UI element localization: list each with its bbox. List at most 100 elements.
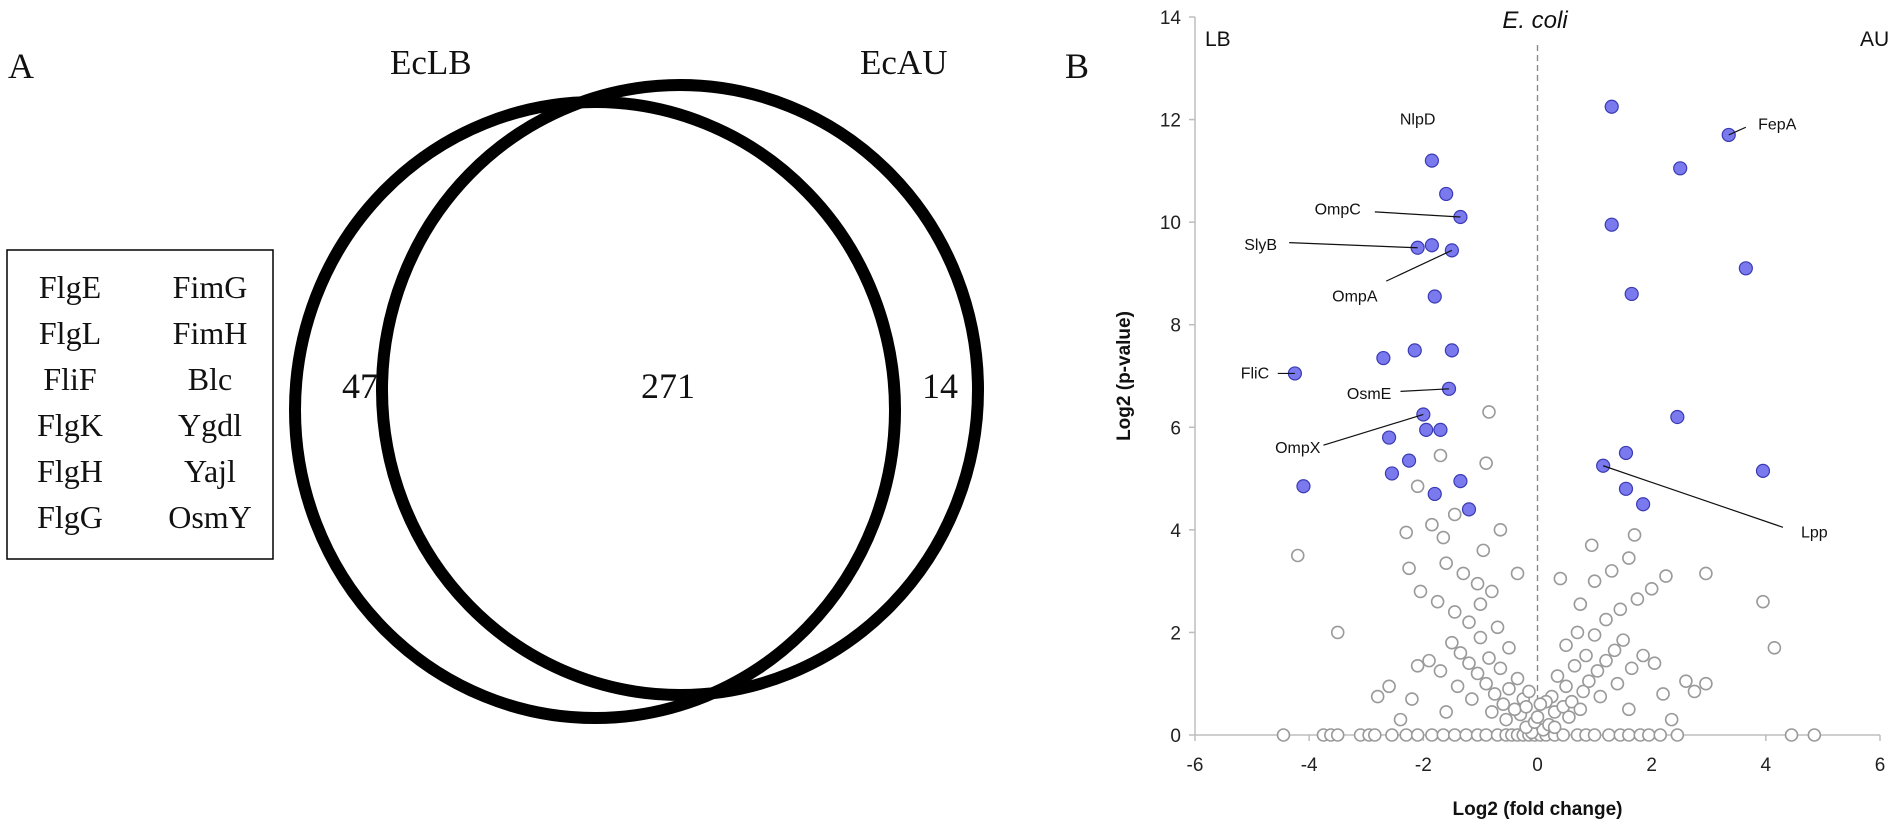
annotation-leader-line <box>1374 211 1461 218</box>
annotation-label: OsmE <box>1347 386 1391 403</box>
data-point-not-significant <box>1499 712 1513 727</box>
data-point-significant <box>1427 486 1442 502</box>
data-point-not-significant <box>1502 641 1516 655</box>
data-point-not-significant <box>1447 605 1462 619</box>
data-point-not-significant <box>1807 728 1822 742</box>
gene-list: FlgE FimG FlgL FimH FliF Blc FlgK Ygdl FlgH Yajl F… <box>37 269 252 535</box>
data-point-not-significant <box>1276 728 1291 742</box>
data-point-significant <box>1618 481 1634 496</box>
data-point-not-significant <box>1439 705 1453 719</box>
data-point-not-significant <box>1622 728 1636 742</box>
gene-list-item: FimH <box>173 315 248 351</box>
data-point-not-significant <box>1493 661 1508 676</box>
x-tick-label: 2 <box>1646 755 1657 776</box>
data-point-not-significant <box>1485 705 1499 719</box>
data-point-not-significant <box>1385 728 1399 742</box>
data-point-not-significant <box>1664 712 1679 727</box>
data-point-not-significant <box>1399 525 1414 540</box>
x-tick-label: -4 <box>1301 755 1318 776</box>
annotation-label: OmpX <box>1275 440 1321 457</box>
data-point-not-significant <box>1462 656 1476 671</box>
data-point-significant <box>1738 261 1753 276</box>
data-point-not-significant <box>1627 528 1642 542</box>
gene-list-item: OsmY <box>168 499 252 535</box>
data-point-not-significant <box>1756 594 1770 609</box>
data-point-not-significant <box>1670 728 1685 742</box>
annotation-label: NlpD <box>1400 112 1436 129</box>
annotation-label: FliC <box>1241 365 1269 382</box>
y-axis-title: Log2 (p-value) <box>1114 311 1135 441</box>
data-point-significant <box>1461 502 1477 517</box>
data-point-not-significant <box>1382 679 1396 694</box>
data-point-not-significant <box>1485 584 1499 599</box>
data-point-not-significant <box>1556 728 1570 742</box>
annotation-label: FepA <box>1758 117 1797 134</box>
data-point-not-significant <box>1410 658 1425 673</box>
data-point-not-significant <box>1465 692 1479 706</box>
data-point-not-significant <box>1425 728 1439 742</box>
data-point-significant <box>1636 497 1651 512</box>
data-point-not-significant <box>1462 615 1476 629</box>
data-point-not-significant <box>1479 676 1493 691</box>
data-point-significant <box>1424 153 1439 168</box>
data-point-not-significant <box>1453 646 1468 660</box>
gene-list-item: FlgK <box>37 407 103 443</box>
gene-list-box <box>6 249 274 560</box>
x-tick-label: 0 <box>1532 755 1543 776</box>
data-point-not-significant <box>1479 456 1493 470</box>
data-point-not-significant <box>1510 671 1525 686</box>
data-point-not-significant <box>1576 684 1590 699</box>
data-point-not-significant <box>1653 728 1668 742</box>
data-point-not-significant <box>1616 633 1630 647</box>
corner-label-lb: LB <box>1205 28 1231 51</box>
data-point-not-significant <box>1604 564 1619 578</box>
data-point-not-significant <box>1587 628 1602 642</box>
data-point-significant <box>1433 422 1448 437</box>
data-point-not-significant <box>1473 597 1488 612</box>
data-point-not-significant <box>1659 569 1673 583</box>
data-point-significant <box>1439 186 1454 202</box>
venn-right-set-label: EcAU <box>860 43 947 82</box>
data-point-not-significant <box>1433 448 1448 463</box>
gene-list-item: FliF <box>43 361 96 397</box>
data-point-not-significant <box>1410 479 1425 494</box>
data-point-significant <box>1618 445 1634 461</box>
data-point-not-significant <box>1647 656 1662 671</box>
data-point-not-significant <box>1490 620 1505 635</box>
x-tick-label: -6 <box>1187 755 1204 776</box>
data-point-significant <box>1453 474 1468 489</box>
data-point-not-significant <box>1630 592 1645 606</box>
data-point-not-significant <box>1584 538 1599 553</box>
data-point-significant <box>1376 350 1391 366</box>
data-point-not-significant <box>1599 612 1613 627</box>
annotation-leader-line <box>1289 242 1418 249</box>
gene-list-item: FlgE <box>39 269 101 305</box>
data-point-not-significant <box>1393 712 1408 727</box>
venn-left-set-label: EcLB <box>390 43 472 82</box>
gene-list-item: Yajl <box>184 453 236 489</box>
data-point-not-significant <box>1570 625 1585 640</box>
data-point-not-significant <box>1402 561 1416 576</box>
venn-count-left-only: 47 <box>342 366 378 406</box>
y-tick-label: 4 <box>1170 521 1181 542</box>
data-point-not-significant <box>1582 674 1596 688</box>
data-point-not-significant <box>1562 710 1576 724</box>
gene-list-item: FlgH <box>37 453 103 489</box>
annotation-leader-line <box>1728 126 1747 136</box>
data-point-not-significant <box>1590 664 1605 678</box>
data-point-significant <box>1296 479 1311 494</box>
data-point-not-significant <box>1439 556 1453 570</box>
data-point-not-significant <box>1567 658 1582 673</box>
data-point-not-significant <box>1482 405 1496 419</box>
data-point-not-significant <box>1559 638 1573 653</box>
annotation-leader-line <box>1400 388 1450 392</box>
data-point-not-significant <box>1445 635 1459 650</box>
gene-list-item: FlgL <box>39 315 101 351</box>
data-point-not-significant <box>1425 517 1439 532</box>
data-point-not-significant <box>1602 728 1616 742</box>
gene-list-item: FimG <box>173 269 248 305</box>
annotation-label: OmpC <box>1315 201 1361 218</box>
data-point-not-significant <box>1644 582 1659 596</box>
data-point-significant <box>1427 289 1442 304</box>
